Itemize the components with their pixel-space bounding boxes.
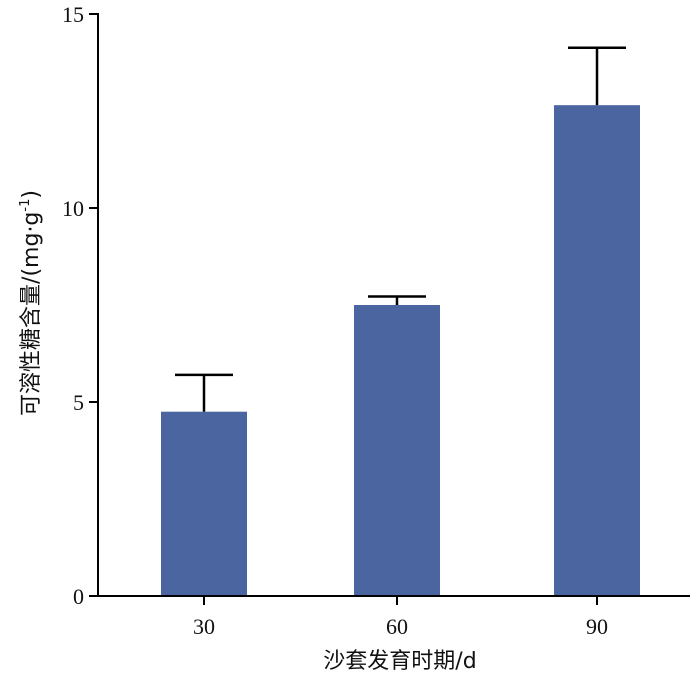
y-ticks-group: 0 5 10 15 [62,2,98,609]
bar-30 [161,411,247,596]
y-tick-label-10: 10 [62,196,84,221]
x-axis-title: 沙套发育时期/d [323,649,476,674]
bar-60 [354,305,440,596]
y-axis-title-exponent: -1 [18,199,33,212]
y-tick-label-0: 0 [73,584,84,609]
x-tick-label-90: 90 [586,614,608,639]
bar-90 [554,105,640,597]
x-ticks-group: 30 60 90 [193,596,608,639]
y-axis-title-main: 可溶性糖含量/(mg·g [19,212,44,416]
y-tick-label-5: 5 [73,390,84,415]
error-bars-group [175,46,626,412]
x-tick-label-30: 30 [193,614,215,639]
x-tick-label-60: 60 [386,614,408,639]
y-axis-title-close: ) [19,190,44,199]
bars-group [161,105,640,597]
y-tick-label-15: 15 [62,2,84,27]
y-axis-title: 可溶性糖含量/(mg·g-1) [18,190,44,416]
